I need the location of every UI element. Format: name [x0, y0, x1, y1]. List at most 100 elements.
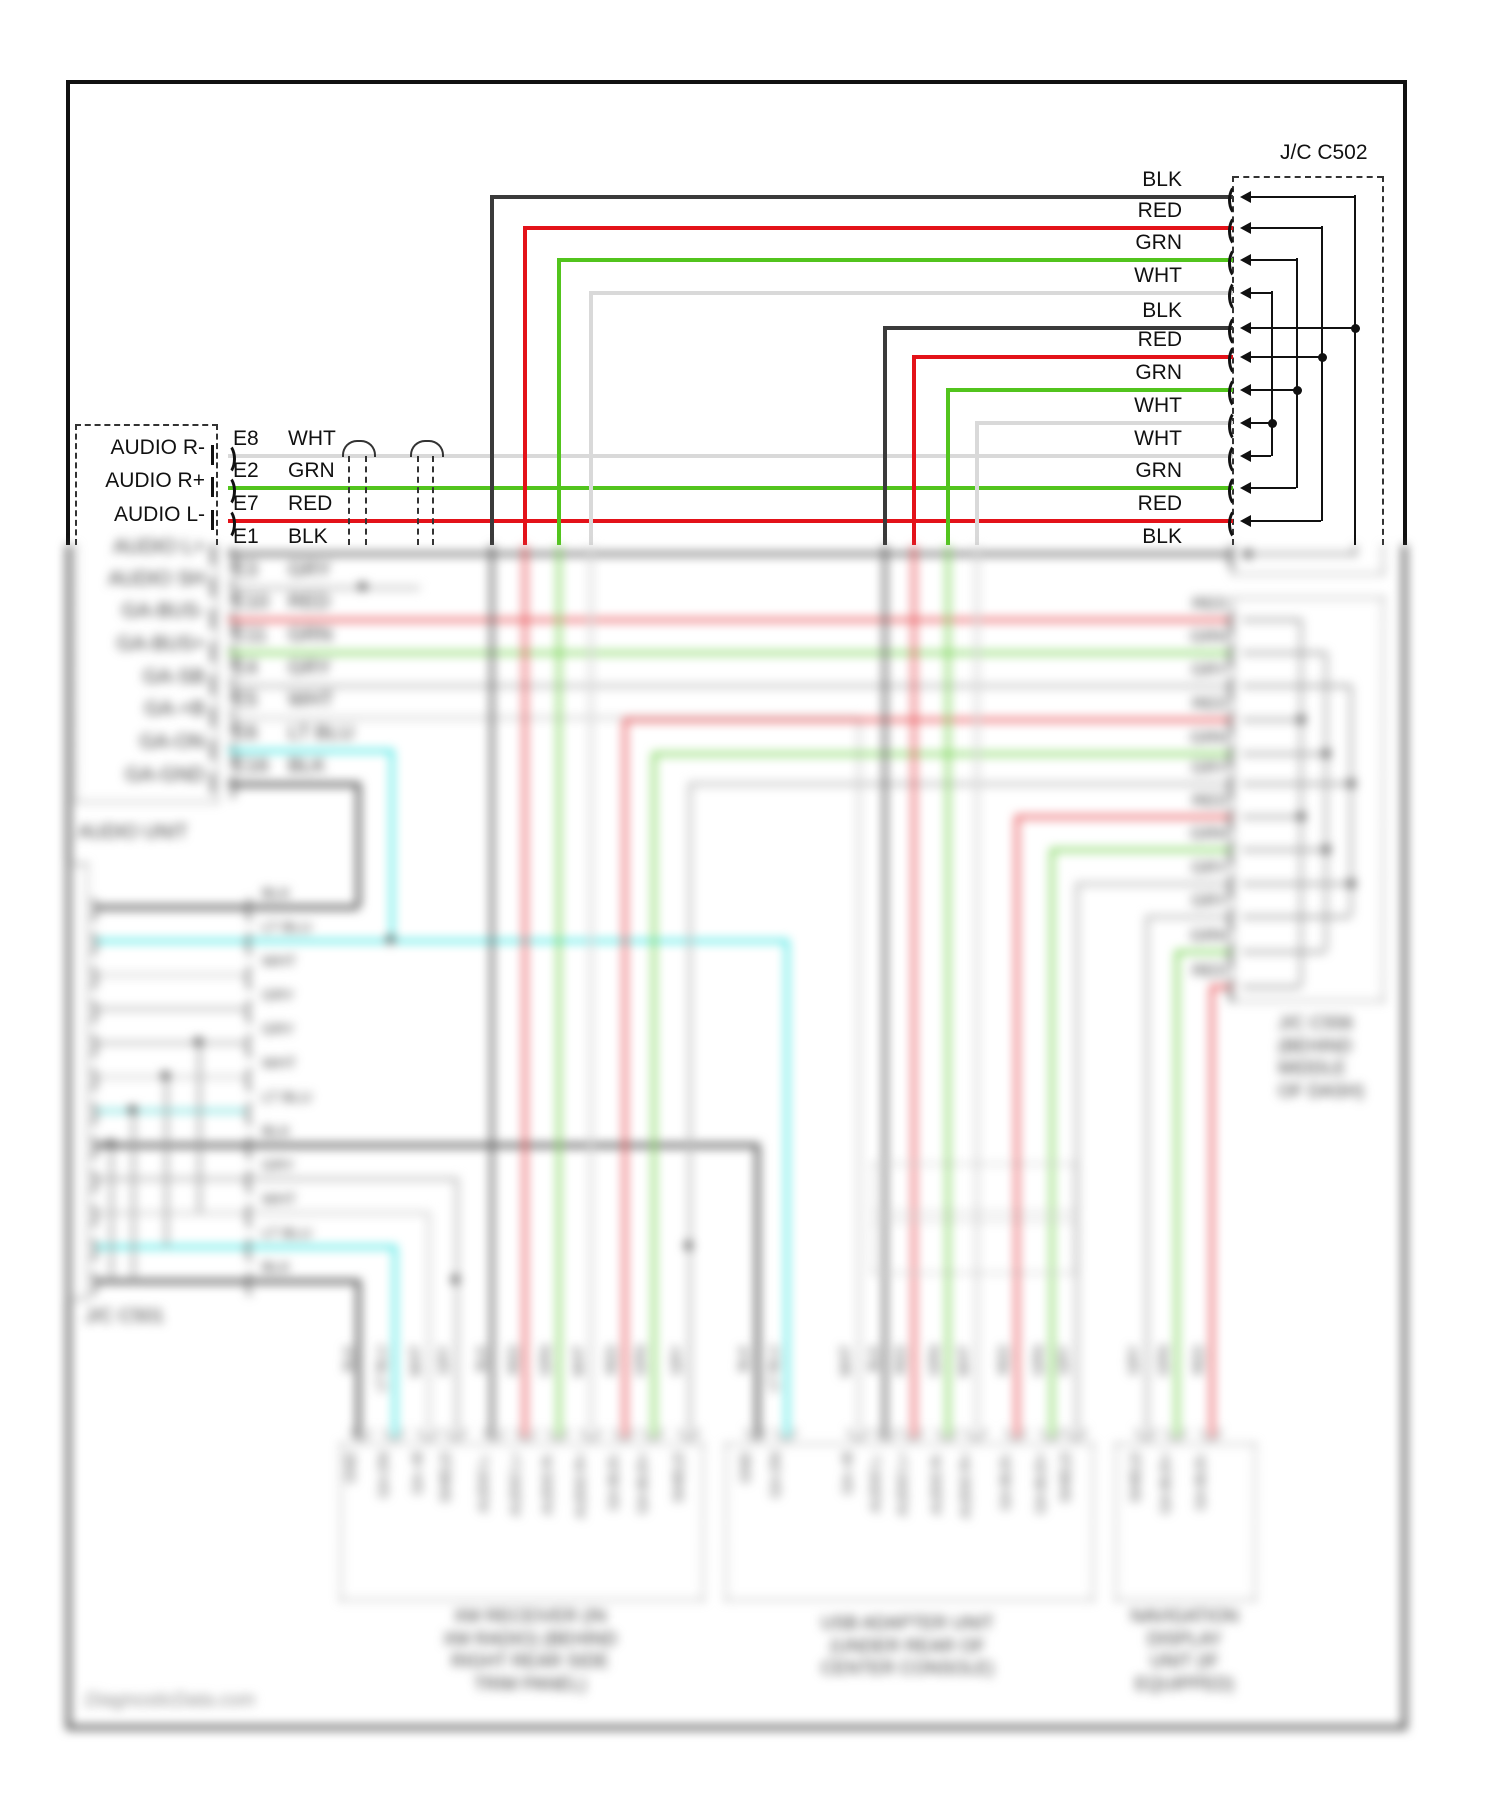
wire-color-rot: WHT — [570, 1345, 586, 1377]
crossover-box — [872, 1163, 1076, 1213]
frame-top — [66, 80, 1407, 84]
shield-line — [365, 456, 367, 545]
pin-stub — [1242, 685, 1350, 687]
connector-pin — [966, 1428, 986, 1440]
wire-label: WHT — [1134, 394, 1182, 417]
junction-dot — [161, 1071, 170, 1080]
pin-bar — [211, 773, 214, 793]
wire-color: RED — [1192, 791, 1228, 810]
pin-arc — [1228, 837, 1247, 869]
wire-color-rot: LT BLU — [765, 1345, 781, 1392]
wire-color: GRY — [1191, 891, 1228, 910]
pin-name-rot: AUDIO L+ — [894, 1452, 910, 1517]
connector-pin — [937, 1428, 957, 1440]
connector-pin — [1136, 1428, 1156, 1440]
pin-arc — [217, 575, 236, 607]
pin-arc — [1228, 707, 1247, 739]
pin-arc — [217, 475, 236, 507]
wire-color: BLK — [262, 885, 291, 902]
xm-label: XM RECEIVER (IN XM RADIO) (BEHIND RIGHT … — [442, 1606, 617, 1694]
mid-wire-grn3 — [1175, 950, 1233, 954]
wire-color: BLK — [288, 525, 328, 548]
pin-id: E16 — [233, 755, 269, 777]
pin-id: E1 — [233, 525, 259, 548]
wire-color: GRY — [262, 1021, 295, 1038]
pin-arc — [1228, 315, 1247, 347]
connector-pin — [384, 1428, 404, 1440]
wire-color: RED — [1192, 694, 1228, 713]
pin-arc — [1228, 871, 1247, 903]
pin-arc — [246, 1268, 265, 1300]
pin-stub — [1245, 553, 1354, 555]
jc-c502-right-b — [1382, 545, 1384, 575]
pin-bar — [211, 477, 214, 497]
pin-arc — [78, 1098, 97, 1130]
drop-b — [975, 545, 979, 1437]
pin-arc — [217, 508, 236, 540]
jumper-blk-b — [1354, 545, 1356, 556]
junction-dot — [1318, 353, 1327, 362]
pin-id: E3 — [233, 559, 258, 581]
jc-mid-top — [1232, 597, 1384, 599]
pin-stub — [1242, 783, 1350, 785]
connector-pin — [1041, 1428, 1061, 1440]
pin-name-rot: GA-BUS- — [997, 1452, 1013, 1511]
wire-red-1 — [523, 226, 1233, 230]
pin-arc — [1228, 804, 1247, 836]
audio-box-right-b — [216, 545, 218, 803]
junction-dot — [128, 1105, 137, 1114]
drop-blk-1 — [490, 195, 494, 545]
c501-jumper — [165, 1075, 168, 1247]
wire-color-rot: BLK — [473, 1345, 489, 1372]
pin-arc — [78, 1200, 97, 1232]
connector-pin — [484, 1428, 504, 1440]
pin-name-rot: AUDIO R+ — [957, 1452, 973, 1519]
pin-stub — [1245, 259, 1296, 261]
mid-wire-grn2 — [1050, 848, 1233, 852]
pin-name-rot: GA-+B — [409, 1452, 425, 1495]
junction-dot — [1347, 879, 1356, 888]
audio-row-name: AUDIO SH — [108, 568, 205, 590]
pin-name-rot: GA-ON — [767, 1452, 783, 1498]
pin-arc — [78, 1234, 97, 1266]
junction-dot — [1322, 845, 1331, 854]
wire-color: GRN — [1190, 627, 1228, 646]
c501-wire — [95, 905, 358, 910]
c501-jumper — [198, 1041, 201, 1213]
pin-bar — [211, 642, 214, 662]
pin-arc — [1228, 904, 1247, 936]
pin-arc — [217, 607, 236, 639]
pin-arc — [78, 1132, 97, 1164]
connector-pin — [643, 1428, 663, 1440]
mid-jumper-grn — [1325, 652, 1327, 951]
pin-arc — [1228, 974, 1247, 1006]
pin-name-rot: SHIELD — [1057, 1452, 1073, 1503]
pin-name-rot: AUDIO R- — [539, 1452, 555, 1515]
wire-label: GRN — [1135, 231, 1182, 254]
junction-dot — [358, 582, 367, 591]
pin-stub — [1245, 487, 1296, 489]
connector-pin — [516, 1428, 536, 1440]
audio-row-name: GA-+B — [144, 698, 205, 720]
pin-id: E8 — [233, 427, 259, 450]
frame-right-blur — [1402, 545, 1407, 1730]
pin-stub — [1242, 719, 1300, 721]
wire-gry-sh — [228, 586, 420, 590]
junction-dot — [1268, 419, 1277, 428]
frame-left — [66, 80, 70, 545]
wire-color: WHT — [288, 689, 334, 711]
pin-stub — [1242, 652, 1325, 654]
connector-pin — [581, 1428, 601, 1440]
wire-color-rot: RED — [1190, 1345, 1206, 1375]
wire-color: GRN — [1190, 728, 1228, 747]
drop-grn-nav — [1175, 950, 1179, 1437]
jc-c502-bottom — [1232, 573, 1384, 575]
junction-dot — [386, 935, 395, 944]
c501-wire — [95, 1041, 245, 1045]
wire-label: RED — [1137, 199, 1182, 222]
wire-grn-1 — [557, 258, 1233, 262]
drop-wht-1 — [589, 291, 593, 545]
drop-wht-xm — [427, 1211, 431, 1437]
pin-bar — [211, 740, 214, 760]
